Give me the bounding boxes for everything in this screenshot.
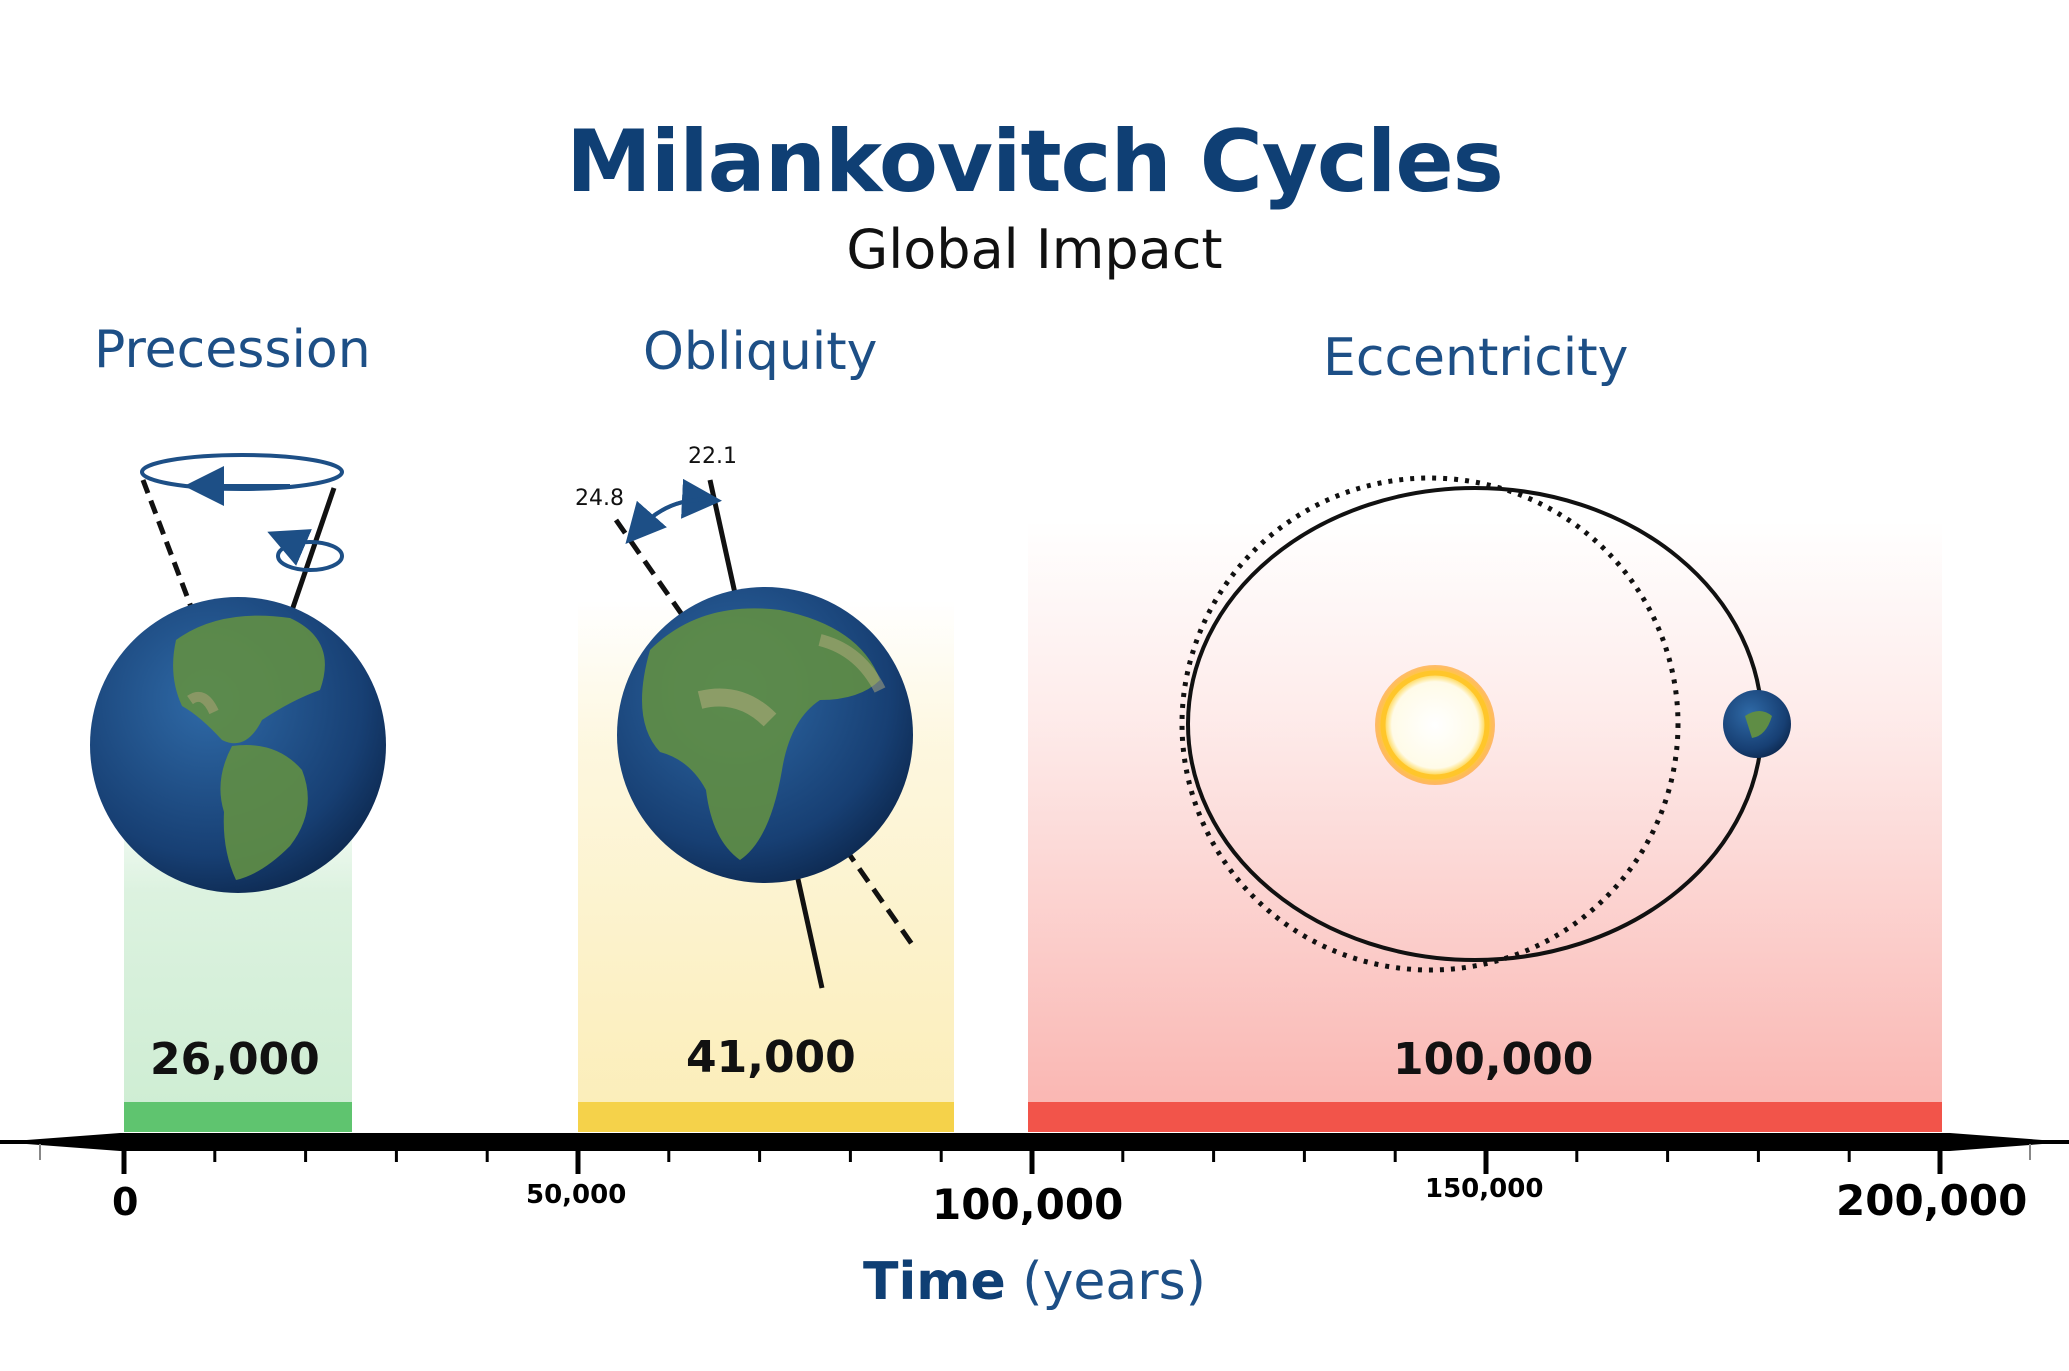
page-subtitle: Global Impact — [846, 218, 1223, 281]
tick-label-200000: 200,000 — [1836, 1176, 2028, 1225]
obliquity-period-bar — [578, 1102, 954, 1132]
obliquity-angle-high: 24.8 — [575, 486, 624, 511]
precession-period: 26,000 — [150, 1034, 320, 1085]
earth-tilt-icon — [613, 478, 919, 989]
axis-title: Time (years) — [0, 1252, 2069, 1312]
axis-ticks — [39, 1140, 2031, 1174]
tick-label-50000: 50,000 — [526, 1180, 627, 1210]
tick-label-100000: 100,000 — [932, 1180, 1124, 1229]
obliquity-angle-low: 22.1 — [688, 444, 737, 469]
axis-title-main: Time — [863, 1252, 1006, 1312]
eccentricity-label: Eccentricity — [1323, 328, 1629, 388]
tick-label-0: 0 — [112, 1180, 139, 1224]
eccentricity-period: 100,000 — [1393, 1034, 1594, 1085]
eccentricity-band-fade — [1028, 520, 1942, 1102]
earth-precession-icon — [90, 453, 386, 893]
obliquity-label: Obliquity — [643, 322, 878, 382]
obliquity-period: 41,000 — [686, 1032, 856, 1083]
page-title: Milankovitch Cycles — [566, 112, 1504, 212]
axis-title-unit: (years) — [1022, 1252, 1206, 1312]
eccentricity-period-bar — [1028, 1102, 1942, 1132]
precession-label: Precession — [94, 320, 371, 380]
orbit-sun-icon — [1179, 475, 1791, 973]
time-axis — [0, 1133, 2069, 1174]
precession-period-bar — [124, 1102, 352, 1132]
tick-label-150000: 150,000 — [1425, 1174, 1544, 1204]
